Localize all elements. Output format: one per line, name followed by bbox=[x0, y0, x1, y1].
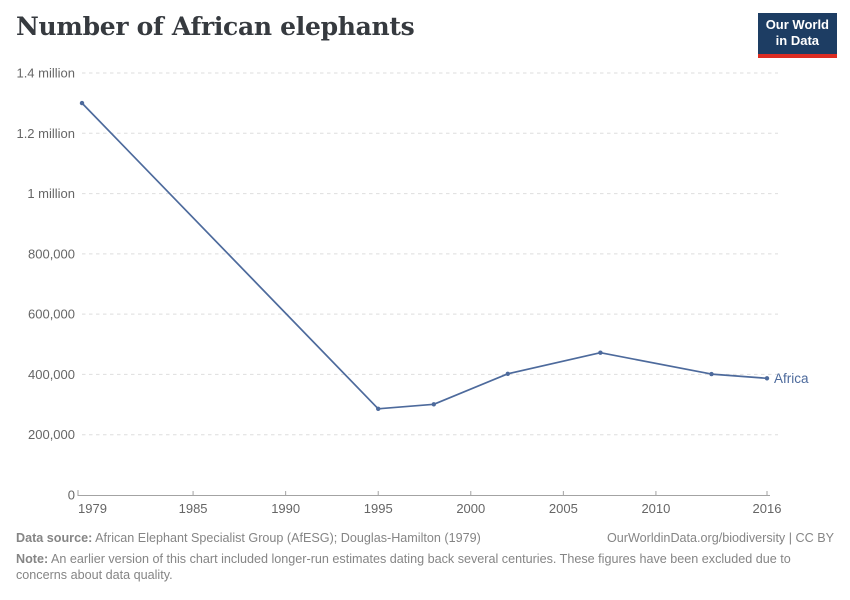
note-label: Note: bbox=[16, 551, 49, 566]
x-tick-label: 1990 bbox=[271, 501, 300, 516]
chart-note: Note: An earlier version of this chart i… bbox=[16, 551, 834, 584]
page-title: Number of African elephants bbox=[16, 12, 415, 41]
data-point[interactable] bbox=[431, 402, 436, 407]
data-point[interactable] bbox=[505, 371, 510, 376]
x-tick-label: 1985 bbox=[179, 501, 208, 516]
owid-logo[interactable]: Our World in Data bbox=[757, 13, 837, 58]
note-text: An earlier version of this chart include… bbox=[16, 551, 791, 583]
y-tick-label: 600,000 bbox=[28, 307, 75, 322]
x-axis-line bbox=[77, 490, 770, 496]
chart-footer: Data source: African Elephant Specialist… bbox=[16, 530, 834, 584]
x-tick-label: 2000 bbox=[456, 501, 485, 516]
data-point[interactable] bbox=[376, 406, 381, 411]
data-source-text: African Elephant Specialist Group (AfESG… bbox=[92, 531, 481, 545]
data-point[interactable] bbox=[709, 371, 714, 377]
data-source-label: Data source: bbox=[16, 531, 93, 545]
y-tick-label: 1.2 million bbox=[16, 126, 75, 141]
data-line-africa[interactable] bbox=[81, 102, 768, 410]
y-tick-label: 200,000 bbox=[28, 427, 75, 442]
owid-logo-line2: in Data bbox=[775, 33, 820, 49]
x-tick-label: 2005 bbox=[549, 501, 578, 516]
data-point[interactable] bbox=[598, 350, 603, 355]
y-tick-label: 1 million bbox=[27, 186, 75, 201]
x-tick-label: 2016 bbox=[753, 501, 782, 516]
y-tick-label: 800,000 bbox=[28, 246, 75, 261]
data-source: Data source: African Elephant Specialist… bbox=[16, 530, 481, 547]
x-tick-label: 1995 bbox=[364, 501, 393, 516]
owid-logo-line1: Our World bbox=[765, 17, 829, 32]
y-tick-label: 0 bbox=[68, 488, 75, 503]
attribution-link[interactable]: OurWorldinData.org/biodiversity | CC BY bbox=[606, 531, 834, 545]
y-tick-label: 400,000 bbox=[28, 367, 75, 382]
y-tick-label: 1.4 million bbox=[16, 66, 75, 81]
x-tick-label: 1979 bbox=[78, 501, 107, 516]
x-tick-label: 2010 bbox=[641, 501, 670, 516]
data-point[interactable] bbox=[79, 100, 85, 106]
series-label-africa[interactable]: Africa bbox=[774, 371, 809, 386]
data-point[interactable] bbox=[764, 376, 770, 381]
